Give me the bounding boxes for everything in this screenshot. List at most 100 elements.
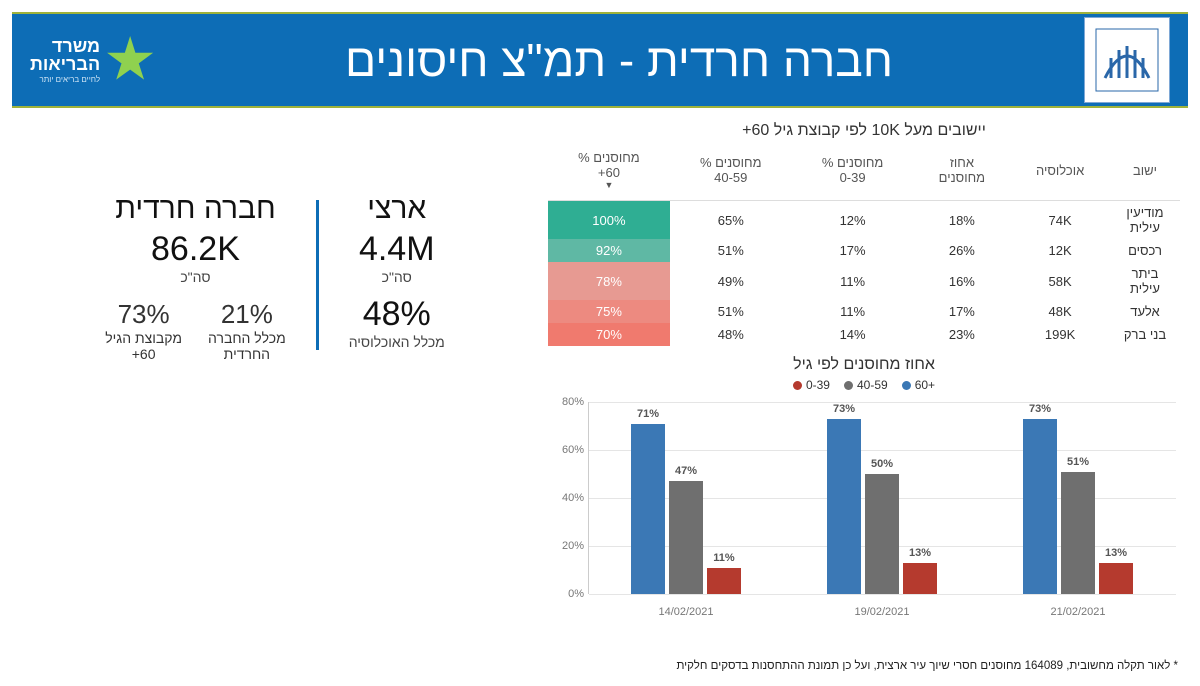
bar: 11% bbox=[707, 568, 741, 594]
chart-legend: 0-39 40-59 60+ bbox=[548, 378, 1180, 392]
stat-haredi: חברה חרדית 86.2K סה"כ 21% מכלל החברה החר… bbox=[105, 192, 285, 362]
table-cell: 17% bbox=[914, 300, 1011, 323]
table-cell: 51% bbox=[670, 300, 792, 323]
table-row: אלעד48K17%11%51%75% bbox=[548, 300, 1180, 323]
stat-haredi-subrow: 21% מכלל החברה החרדית 73% מקבוצת הגיל 60… bbox=[105, 299, 285, 362]
table-header[interactable]: אוכלוסיה bbox=[1010, 144, 1110, 201]
stat-haredi-sub-1: 73% מקבוצת הגיל 60+ bbox=[105, 299, 182, 362]
table-cell: 65% bbox=[670, 201, 792, 240]
table-cell: 74K bbox=[1010, 201, 1110, 240]
table-cell: 92% bbox=[548, 239, 670, 262]
chart-title: אחוז מחוסנים לפי גיל bbox=[548, 356, 1180, 374]
emblem-logo bbox=[1084, 17, 1170, 103]
stat-haredi-sub-0-lbl: מכלל החברה החרדית bbox=[208, 330, 286, 362]
star-icon bbox=[106, 36, 154, 84]
bar-value-label: 13% bbox=[903, 547, 937, 559]
bar-group: 73% 51% 13% bbox=[980, 402, 1176, 594]
table-row: רכסים12K26%17%51%92% bbox=[548, 239, 1180, 262]
bar-value-label: 50% bbox=[865, 458, 899, 470]
table-row: מודיעין עילית74K18%12%65%100% bbox=[548, 201, 1180, 240]
bar: 71% bbox=[631, 424, 665, 594]
legend-item: 40-59 bbox=[844, 378, 888, 392]
table-header[interactable]: אחוז מחוסנים bbox=[914, 144, 1011, 201]
table-cell: 58K bbox=[1010, 262, 1110, 300]
bar-value-label: 51% bbox=[1061, 456, 1095, 468]
table-cell: 49% bbox=[670, 262, 792, 300]
stat-haredi-value: 86.2K bbox=[105, 230, 285, 269]
table-cell: 26% bbox=[914, 239, 1011, 262]
table-header[interactable]: מחוסנים % 40-59 bbox=[670, 144, 792, 201]
legend-item: 0-39 bbox=[793, 378, 830, 392]
table-cell: 48% bbox=[670, 323, 792, 346]
table-cell: 12% bbox=[792, 201, 914, 240]
footnote: * לאור תקלה מחשובית, 164089 מחוסנים חסרי… bbox=[676, 660, 1178, 672]
bar-value-label: 71% bbox=[631, 408, 665, 420]
table-cell: 51% bbox=[670, 239, 792, 262]
moh-logo: משרד הבריאות לחיים בריאים יותר bbox=[30, 36, 154, 84]
table-cell: 78% bbox=[548, 262, 670, 300]
table-cell: 14% bbox=[792, 323, 914, 346]
bar-chart: 71%47%11%73%50%13%73%51%13% 14/02/202119… bbox=[548, 398, 1180, 618]
table-cell: 18% bbox=[914, 201, 1011, 240]
table-cell: 75% bbox=[548, 300, 670, 323]
bar: 13% bbox=[903, 563, 937, 594]
legend-label: 0-39 bbox=[806, 378, 830, 392]
table-row: ביתר עילית58K16%11%49%78% bbox=[548, 262, 1180, 300]
bar-group: 73%50%13% bbox=[784, 402, 980, 594]
legend-dot-icon bbox=[793, 381, 802, 390]
legend-dot-icon bbox=[902, 381, 911, 390]
table-cell: 199K bbox=[1010, 323, 1110, 346]
table-row: בני ברק199K23%14%48%70% bbox=[548, 323, 1180, 346]
bar: 13% bbox=[1099, 563, 1133, 594]
y-axis-label: 80% bbox=[548, 396, 584, 408]
y-axis-label: 0% bbox=[548, 588, 584, 600]
legend-label: 40-59 bbox=[857, 378, 888, 392]
moh-name-1: משרד bbox=[30, 37, 100, 55]
header-banner: חברה חרדית - תמ"צ חיסונים משרד הבריאות ל… bbox=[12, 12, 1188, 108]
y-axis-label: 40% bbox=[548, 492, 584, 504]
table-header[interactable]: מחוסנים % 0-39 bbox=[792, 144, 914, 201]
stats-divider bbox=[316, 200, 319, 350]
legend-dot-icon bbox=[844, 381, 853, 390]
table-cell: 100% bbox=[548, 201, 670, 240]
x-axis-label: 21/02/2021 bbox=[980, 606, 1176, 618]
bar: 47% bbox=[669, 481, 703, 594]
table-header[interactable]: מחוסנים % 60+▼ bbox=[548, 144, 670, 201]
table-cell: אלעד bbox=[1110, 300, 1180, 323]
sort-icon: ▼ bbox=[554, 180, 664, 190]
legend-item: 60+ bbox=[902, 378, 935, 392]
stat-haredi-sub-1-val: 73% bbox=[105, 299, 182, 330]
stat-haredi-title: חברה חרדית bbox=[105, 192, 285, 226]
table-cell: 11% bbox=[792, 300, 914, 323]
page-title: חברה חרדית - תמ"צ חיסונים bbox=[154, 33, 1084, 87]
bar: 50% bbox=[865, 474, 899, 594]
settlements-table: ישובאוכלוסיהאחוז מחוסניםמחוסנים % 0-39מח… bbox=[548, 144, 1180, 346]
table-cell: 12K bbox=[1010, 239, 1110, 262]
bar-value-label: 47% bbox=[669, 465, 703, 477]
bar: 73% bbox=[1023, 419, 1057, 594]
table-cell: 16% bbox=[914, 262, 1011, 300]
table-cell: 70% bbox=[548, 323, 670, 346]
stat-national-title: ארצי bbox=[349, 192, 445, 226]
moh-name-2: הבריאות bbox=[30, 55, 100, 73]
moh-tagline: לחיים בריאים יותר bbox=[30, 75, 100, 84]
table-cell: 23% bbox=[914, 323, 1011, 346]
stat-haredi-sub-1-lbl: מקבוצת הגיל 60+ bbox=[105, 330, 182, 362]
table-title: יישובים מעל 10K לפי קבוצת גיל 60+ bbox=[548, 122, 1180, 140]
y-axis-label: 60% bbox=[548, 444, 584, 456]
bar: 73% bbox=[827, 419, 861, 594]
bar-group: 71%47%11% bbox=[588, 402, 784, 594]
legend-label: 60+ bbox=[915, 378, 935, 392]
x-axis-label: 14/02/2021 bbox=[588, 606, 784, 618]
y-axis-label: 20% bbox=[548, 540, 584, 552]
x-axis-label: 19/02/2021 bbox=[784, 606, 980, 618]
table-cell: 11% bbox=[792, 262, 914, 300]
stat-haredi-unit: סה"כ bbox=[105, 269, 285, 285]
stat-national-pct: 48% bbox=[349, 295, 445, 334]
table-header[interactable]: ישוב bbox=[1110, 144, 1180, 201]
bar-value-label: 13% bbox=[1099, 547, 1133, 559]
stat-national: ארצי 4.4M סה"כ 48% מכלל האוכלוסיה bbox=[349, 192, 445, 350]
stat-haredi-sub-0-val: 21% bbox=[208, 299, 286, 330]
stat-national-value: 4.4M bbox=[349, 230, 445, 269]
stat-national-unit: סה"כ bbox=[349, 269, 445, 285]
